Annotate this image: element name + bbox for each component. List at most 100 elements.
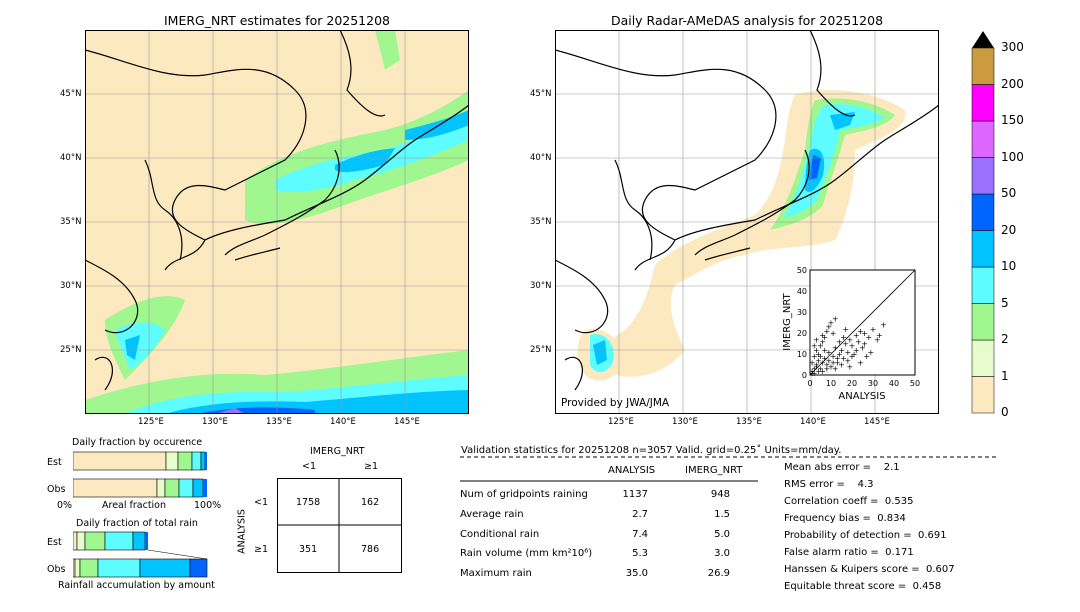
scatter-x-label: ANALYSIS <box>838 391 885 402</box>
right-map-title: Daily Radar-AMeDAS analysis for 20251208 <box>610 13 884 28</box>
colorbar <box>971 31 995 414</box>
scatter-point: + <box>853 331 860 340</box>
validation-row-imerg: 948 <box>710 489 730 500</box>
right-lon-tick: 135°E <box>736 417 762 427</box>
right-lon-tick: 130°E <box>672 417 698 427</box>
occurrence-axis-left: 0% <box>57 500 73 511</box>
validation-row-label: Num of gridpoints raining <box>460 489 588 500</box>
scatter-point: + <box>811 352 818 361</box>
validation-row-label: Maximum rain <box>460 568 532 579</box>
map-credit: Provided by JWA/JMA <box>561 397 670 409</box>
validation-row-analysis: 2.7 <box>632 509 648 520</box>
right-lat-tick: 40°N <box>530 153 552 163</box>
colorbar-label: 0 <box>1001 405 1009 419</box>
right-map <box>555 30 939 414</box>
scatter-point: + <box>851 350 858 359</box>
scatter-x-tick: 50 <box>910 379 920 388</box>
scatter-point: + <box>859 344 866 353</box>
contingency-cell: 162 <box>361 497 380 508</box>
contingency-header: IMERG_NRT <box>310 446 365 457</box>
scatter-y-label: IMERG_NRT <box>782 292 793 350</box>
scatter-point: + <box>809 367 816 376</box>
scatter-point: + <box>826 323 833 332</box>
scatter-point: + <box>853 346 860 355</box>
scatter-point: + <box>809 358 816 367</box>
scatter-y-tick: 0 <box>802 371 807 380</box>
left-map-grid <box>85 30 469 414</box>
occurrence-title: Daily fraction by occurence <box>72 437 203 448</box>
scatter-point: + <box>819 367 826 376</box>
scatter-y-tick: 20 <box>797 329 807 338</box>
left-lat-tick: 40°N <box>60 153 82 163</box>
scatter-point: + <box>819 337 826 346</box>
total-rain-title: Daily fraction of total rain <box>76 518 198 529</box>
scatter-x-tick: 0 <box>807 379 812 388</box>
scatter-point: + <box>844 356 851 365</box>
scatter-point: + <box>811 342 818 351</box>
left-lat-tick: 45°N <box>60 89 82 99</box>
contingency-col-lt: <1 <box>302 461 317 472</box>
scatter-point: + <box>840 333 847 342</box>
right-lat-tick: 35°N <box>530 217 552 227</box>
scatter-point: + <box>811 365 818 374</box>
colorbar-segment <box>971 47 995 85</box>
scatter-point: + <box>857 358 864 367</box>
contingency-row-ge: ≥1 <box>254 544 269 555</box>
scatter-point: + <box>834 358 841 367</box>
scatter-point: + <box>828 319 835 328</box>
scatter-y-tick: 10 <box>797 350 807 359</box>
right-map-frame <box>555 30 939 414</box>
scatter-point: + <box>823 327 830 336</box>
score-rmse: RMS error = 4.3 <box>784 479 874 490</box>
validation-row-imerg: 26.9 <box>707 568 730 579</box>
validation-row-analysis: 1137 <box>622 489 648 500</box>
validation-row-label: Average rain <box>460 509 524 520</box>
colorbar-label: 100 <box>1001 149 1024 164</box>
score-mae: Mean abs error = 2.1 <box>784 462 900 473</box>
scatter-point: + <box>874 335 881 344</box>
scatter-point: + <box>817 365 824 374</box>
total-rain-obs-label: Obs <box>47 564 66 575</box>
left-map-title: IMERG_NRT estimates for 20251208 <box>163 13 390 28</box>
scatter-plot: ++++++++++++++++++++++++++++++++++++++++… <box>782 266 920 402</box>
scatter-point: + <box>861 340 868 349</box>
scatter-point: + <box>817 342 824 351</box>
validation-row-label: Conditional rain <box>460 529 540 540</box>
colorbar-label: 20 <box>1001 222 1017 237</box>
scatter-x-tick: 30 <box>868 379 878 388</box>
scatter-point: + <box>857 327 864 336</box>
score-ets: Equitable threat score = 0.458 <box>784 581 942 592</box>
colorbar-label: 300 <box>1001 40 1024 54</box>
scatter-point: + <box>821 333 828 342</box>
scatter-point: + <box>819 331 826 340</box>
scatter-point: + <box>847 363 854 372</box>
right-lon-tick: 140°E <box>800 417 826 427</box>
scatter-point: + <box>819 358 826 367</box>
colorbar-segment <box>971 266 995 304</box>
occurrence-axis-label: Areal fraction <box>102 500 167 511</box>
validation-col-imerg: IMERG_NRT <box>685 465 743 476</box>
scatter-point: + <box>809 369 816 378</box>
scatter-point: + <box>815 350 822 359</box>
scatter-point: + <box>838 346 845 355</box>
total-rain-obs-bar <box>73 558 208 578</box>
score-hk: Hanssen & Kuipers score = 0.607 <box>784 564 955 575</box>
scatter-point: + <box>823 361 830 370</box>
scatter-point: + <box>834 354 841 363</box>
score-freq-bias: Frequency bias = 0.834 <box>784 513 906 524</box>
scatter-point: + <box>813 346 820 355</box>
scatter-x-tick: 40 <box>889 379 899 388</box>
colorbar-label: 200 <box>1001 76 1024 91</box>
right-lon-tick: 145°E <box>864 417 890 427</box>
validation-row-imerg: 3.0 <box>714 548 730 559</box>
contingency-cell: 351 <box>299 544 318 555</box>
colorbar-segment <box>971 339 995 377</box>
right-map-coastline <box>555 30 939 391</box>
left-lon-tick: 140°E <box>330 417 356 427</box>
scatter-point: + <box>813 335 820 344</box>
scatter-point: + <box>832 344 839 353</box>
contingency-cell: 1758 <box>296 497 321 508</box>
contingency-grid <box>277 478 402 573</box>
colorbar-label: 2 <box>1001 332 1009 346</box>
scatter-point: + <box>844 348 851 357</box>
